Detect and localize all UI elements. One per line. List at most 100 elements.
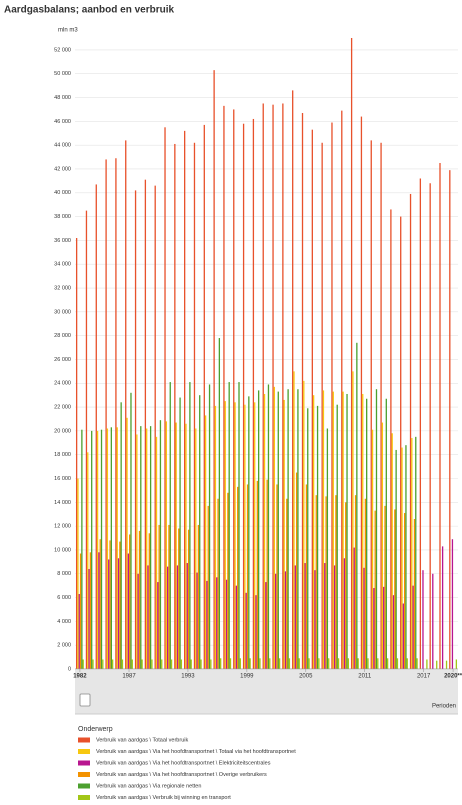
y-tick-label: 38 000 bbox=[54, 214, 71, 220]
bar bbox=[322, 390, 325, 669]
x-tick-label: 2005 bbox=[299, 674, 313, 680]
bar bbox=[237, 486, 239, 669]
bar bbox=[357, 658, 359, 669]
y-tick-label: 48 000 bbox=[54, 95, 71, 101]
bar bbox=[134, 190, 137, 669]
bar bbox=[189, 382, 191, 669]
bar bbox=[225, 579, 228, 669]
bar bbox=[275, 573, 277, 669]
bar bbox=[321, 142, 323, 670]
y-tick-label: 0 bbox=[68, 666, 71, 672]
bar bbox=[75, 238, 78, 670]
bar bbox=[154, 185, 156, 669]
bar bbox=[179, 397, 181, 669]
bar bbox=[116, 427, 118, 669]
bar bbox=[266, 479, 268, 669]
bar bbox=[255, 595, 257, 669]
bar bbox=[343, 558, 346, 669]
bar bbox=[199, 395, 201, 669]
bar bbox=[227, 492, 229, 669]
bar bbox=[100, 429, 103, 669]
x-axis-label: Perioden bbox=[432, 704, 456, 710]
calendar-icon[interactable] bbox=[79, 693, 91, 707]
bar bbox=[445, 660, 448, 669]
bar bbox=[282, 103, 284, 669]
y-tick-label: 34 000 bbox=[54, 262, 71, 268]
bar bbox=[238, 382, 240, 669]
bar bbox=[178, 528, 180, 669]
bar bbox=[235, 585, 238, 669]
bar bbox=[228, 382, 230, 669]
y-tick-label: 22 000 bbox=[54, 405, 71, 411]
legend-swatch bbox=[78, 749, 90, 754]
x-tick-label: 2020** bbox=[444, 674, 462, 680]
bar bbox=[164, 127, 166, 669]
bar bbox=[259, 658, 261, 669]
bar bbox=[293, 371, 295, 669]
bar bbox=[249, 658, 251, 669]
bar bbox=[224, 401, 226, 669]
bar bbox=[375, 389, 378, 669]
bar bbox=[298, 658, 300, 669]
bar bbox=[366, 398, 368, 669]
bar bbox=[373, 588, 375, 669]
bar bbox=[346, 393, 348, 669]
bar bbox=[405, 445, 407, 669]
bar bbox=[395, 449, 397, 669]
bar bbox=[158, 524, 160, 669]
y-axis-label: mln m3 bbox=[58, 28, 78, 34]
bar bbox=[233, 109, 235, 669]
bar bbox=[276, 484, 278, 669]
x-tick-label: 1999 bbox=[240, 674, 254, 680]
legend-label: Verbruik van aardgas \ Totaal verbruik bbox=[96, 737, 188, 743]
bar bbox=[286, 498, 288, 669]
bar bbox=[187, 529, 190, 669]
bar bbox=[119, 541, 121, 669]
bar bbox=[278, 658, 281, 669]
bar bbox=[336, 404, 338, 669]
bar bbox=[82, 659, 84, 669]
bar bbox=[175, 422, 177, 669]
bar bbox=[314, 570, 316, 669]
bar bbox=[409, 193, 412, 669]
bar bbox=[218, 338, 221, 669]
legend-label: Verbruik van aardgas \ Via het hoofdtran… bbox=[96, 760, 271, 766]
y-tick-label: 18 000 bbox=[54, 452, 71, 458]
bar bbox=[254, 402, 256, 669]
bar bbox=[294, 565, 296, 669]
y-tick-label: 8 000 bbox=[57, 571, 71, 577]
bar bbox=[95, 184, 97, 669]
bar bbox=[403, 513, 406, 669]
bar bbox=[272, 104, 274, 670]
bar bbox=[370, 140, 372, 669]
y-tick-label: 28 000 bbox=[54, 333, 71, 339]
x-tick-label: 1993 bbox=[181, 674, 195, 680]
y-tick-label: 10 000 bbox=[54, 547, 71, 553]
bar bbox=[78, 593, 80, 669]
bar bbox=[371, 429, 374, 669]
bar bbox=[81, 429, 83, 669]
bar bbox=[96, 430, 99, 669]
bar bbox=[176, 565, 179, 669]
bar bbox=[136, 434, 138, 669]
y-tick-label: 16 000 bbox=[54, 476, 71, 482]
bar bbox=[109, 540, 111, 669]
bar bbox=[401, 447, 403, 669]
bar bbox=[283, 399, 285, 669]
bar bbox=[200, 659, 202, 669]
bar bbox=[367, 658, 369, 669]
bar bbox=[345, 502, 347, 669]
y-tick-label: 26 000 bbox=[54, 357, 71, 363]
bar bbox=[147, 565, 149, 669]
bar bbox=[195, 428, 197, 669]
bar bbox=[284, 571, 287, 669]
legend-swatch bbox=[78, 795, 90, 800]
bar bbox=[277, 391, 279, 669]
bar bbox=[352, 371, 354, 669]
bar bbox=[449, 170, 451, 669]
bar bbox=[390, 209, 392, 669]
bar bbox=[455, 659, 458, 669]
bar bbox=[362, 393, 364, 669]
bar bbox=[432, 573, 434, 669]
x-axis-band bbox=[75, 670, 458, 714]
